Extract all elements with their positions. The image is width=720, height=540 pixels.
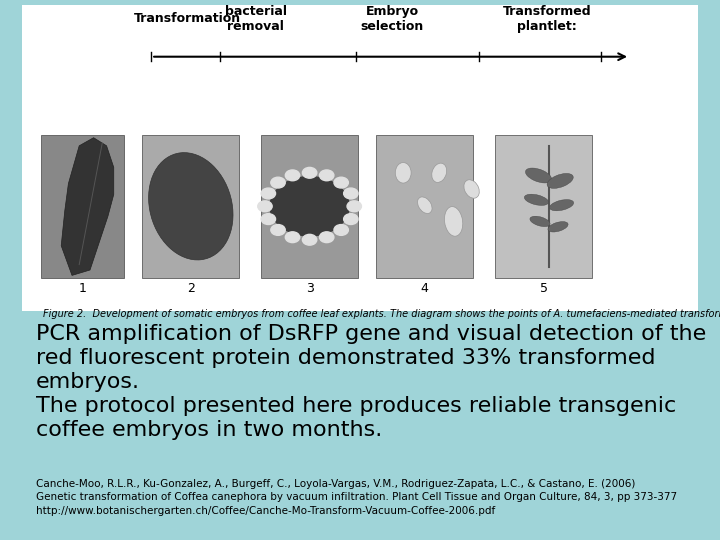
Circle shape [302,234,317,245]
Text: Transformed
plantlet:: Transformed plantlet: [503,5,592,33]
Polygon shape [61,138,114,275]
Text: 2: 2 [187,282,194,295]
Circle shape [285,232,300,242]
Circle shape [343,188,358,199]
Text: 3: 3 [306,282,313,295]
Circle shape [285,170,300,181]
Circle shape [320,170,334,181]
Ellipse shape [444,207,463,236]
Text: 1: 1 [79,282,86,295]
Circle shape [271,177,285,188]
Ellipse shape [548,221,568,232]
Circle shape [343,214,358,225]
Text: 4: 4 [421,282,428,295]
Text: Figure 2.  Development of somatic embryos from coffee leaf explants. The diagram: Figure 2. Development of somatic embryos… [43,309,720,319]
Text: Transformation: Transformation [134,12,240,25]
Ellipse shape [148,153,233,260]
Bar [42,135,125,278]
Text: 5: 5 [539,282,548,295]
Bar [22,5,698,310]
Text: Canche-Moo, R.L.R., Ku-Gonzalez, A., Burgeff, C., Loyola-Vargas, V.M., Rodriguez: Canche-Moo, R.L.R., Ku-Gonzalez, A., Bur… [36,480,677,516]
Ellipse shape [464,180,480,198]
Circle shape [334,225,348,235]
Circle shape [270,177,349,236]
Ellipse shape [526,168,552,183]
Ellipse shape [547,173,573,188]
Circle shape [271,225,285,235]
Ellipse shape [395,163,411,183]
Ellipse shape [549,200,574,211]
Text: Embryo
selection: Embryo selection [361,5,424,33]
Bar [261,135,359,278]
Ellipse shape [432,163,446,183]
Bar [495,135,593,278]
Bar [143,135,240,278]
Ellipse shape [530,216,550,227]
Circle shape [261,214,276,225]
Circle shape [334,177,348,188]
Text: bacterial
removal: bacterial removal [225,5,287,33]
Circle shape [302,167,317,178]
Bar [376,135,474,278]
FancyArrowPatch shape [154,53,625,60]
Ellipse shape [418,197,432,213]
Ellipse shape [524,194,549,205]
Circle shape [261,188,276,199]
Circle shape [258,201,272,212]
Text: PCR amplification of DsRFP gene and visual detection of the
red fluorescent prot: PCR amplification of DsRFP gene and visu… [36,324,706,440]
Circle shape [347,201,361,212]
Circle shape [320,232,334,242]
